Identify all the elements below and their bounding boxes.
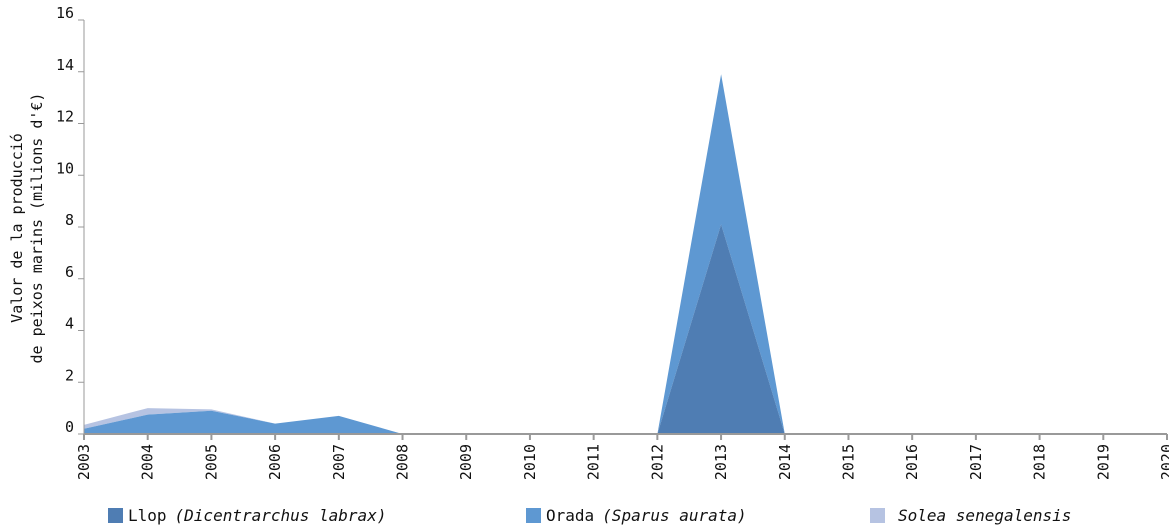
areas-layer: [84, 74, 1167, 435]
x-tick-label: 2005: [202, 444, 220, 480]
area-llop: [84, 224, 1167, 434]
y-ticks: 0 2 4 6 8 10 12 14 16: [56, 4, 84, 436]
x-tick-label: 2016: [903, 444, 921, 480]
area-orada: [84, 74, 1167, 435]
y-tick-label: 12: [56, 108, 74, 126]
x-tick-label: 2007: [330, 444, 348, 480]
y-tick-label: 10: [56, 159, 74, 177]
legend-label-llop: Llop: [128, 506, 167, 525]
y-tick-label: 8: [65, 211, 74, 229]
y-tick-label: 14: [56, 56, 74, 74]
legend-scientific-orada: (Sparus aurata): [602, 506, 747, 525]
x-tick-label: 2008: [394, 444, 412, 480]
x-tick-label: 2017: [967, 444, 985, 480]
area-solea: [84, 74, 1167, 435]
legend-label-orada: Orada: [546, 506, 595, 525]
legend-scientific-solea: Solea senegalensis: [898, 506, 1072, 525]
y-tick-label: 16: [56, 4, 74, 22]
legend-swatch-llop: [108, 508, 123, 523]
x-tick-label: 2003: [75, 444, 93, 480]
y-axis-title-line-2: de peixos marins (milions d'€): [28, 93, 46, 364]
x-tick-label: 2014: [776, 444, 794, 480]
legend-swatch-orada: [526, 508, 541, 523]
legend-item-solea: Solea senegalensis: [870, 506, 1071, 525]
x-tick-label: 2010: [521, 444, 539, 480]
y-tick-label: 4: [65, 315, 74, 333]
x-tick-label: 2018: [1031, 444, 1049, 480]
legend-item-llop: Llop (Dicentrarchus labrax): [108, 506, 386, 525]
x-tick-label: 2012: [648, 444, 666, 480]
x-tick-label: 2013: [712, 444, 730, 480]
x-tick-label: 2020: [1158, 444, 1169, 480]
legend: Llop (Dicentrarchus labrax) Orada (Sparu…: [0, 506, 1169, 528]
y-axis-title-line-1: Valor de la producció: [8, 133, 26, 323]
x-tick-label: 2009: [457, 444, 475, 480]
x-tick-label: 2015: [839, 444, 857, 480]
legend-scientific-llop: (Dicentrarchus labrax): [174, 506, 387, 525]
x-tick-label: 2011: [585, 444, 603, 480]
x-tick-label: 2006: [266, 444, 284, 480]
y-tick-label: 2: [65, 366, 74, 384]
y-tick-label: 6: [65, 263, 74, 281]
x-tick-label: 2004: [139, 444, 157, 480]
legend-item-orada: Orada (Sparus aurata): [526, 506, 747, 525]
legend-swatch-solea: [870, 508, 885, 523]
x-tick-label: 2019: [1094, 444, 1112, 480]
x-ticks: 2003 2004 2005 2006 2007 2008 2009 2010 2011 2012…: [75, 434, 1169, 480]
y-tick-label: 0: [65, 418, 74, 436]
